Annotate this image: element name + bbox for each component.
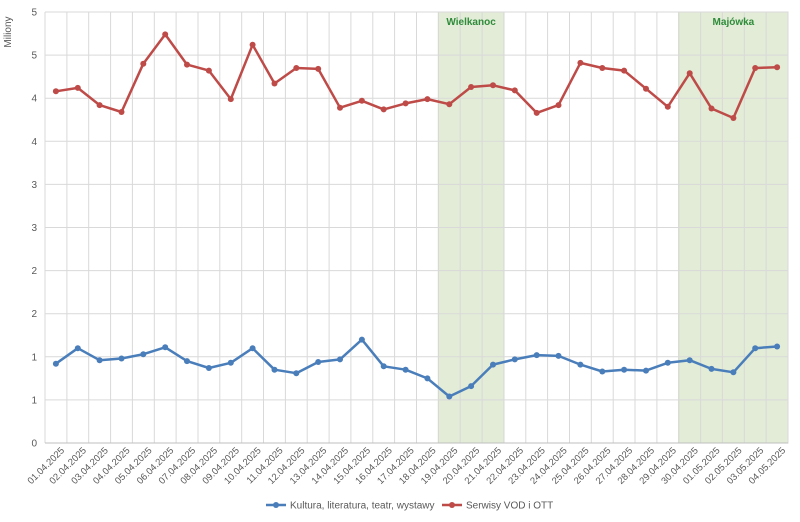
legend-marker	[449, 502, 455, 508]
annotation-label: Majówka	[713, 17, 755, 28]
data-point	[490, 82, 496, 89]
data-point	[380, 363, 387, 370]
data-point	[468, 84, 475, 90]
y-tick-label: 5	[31, 51, 37, 62]
gridlines	[44, 11, 789, 444]
data-point	[205, 365, 212, 371]
data-point	[664, 359, 671, 366]
series-line	[55, 33, 778, 120]
data-point	[315, 359, 322, 365]
data-point	[490, 361, 496, 368]
y-tick-label: 3	[31, 180, 37, 191]
data-point	[74, 84, 81, 91]
y-axis-ticks: 0 1 1 2 2 3 3 4 4 5 5	[31, 8, 37, 450]
data-point	[293, 65, 300, 71]
data-point	[184, 358, 190, 365]
data-point	[643, 85, 649, 92]
data-point	[140, 60, 147, 67]
y-tick-label: 1	[31, 352, 37, 363]
data-point	[162, 344, 169, 351]
legend-label: Kultura, literatura, teatr, wystawy	[290, 501, 435, 512]
y-axis-label: Miliony	[3, 16, 14, 47]
data-point	[227, 96, 234, 103]
data-point	[446, 101, 453, 108]
data-point	[664, 103, 671, 110]
y-tick-label: 4	[31, 94, 37, 105]
data-point	[118, 355, 125, 362]
data-point	[708, 105, 715, 112]
data-point	[424, 96, 431, 103]
data-point	[511, 356, 518, 363]
data-point	[686, 70, 693, 77]
series-group	[52, 31, 781, 400]
data-point	[686, 357, 693, 364]
y-tick-label: 4	[31, 137, 37, 148]
data-point	[599, 368, 606, 375]
data-point	[402, 366, 409, 373]
data-point	[96, 102, 103, 109]
annotation-label: Wielkanoc	[446, 17, 496, 28]
data-point	[555, 102, 562, 109]
data-point	[730, 115, 737, 121]
data-point	[446, 393, 453, 400]
data-point	[643, 367, 649, 374]
data-point	[511, 87, 518, 94]
data-point	[752, 65, 759, 71]
data-point	[533, 109, 540, 116]
data-point	[358, 97, 365, 104]
data-point	[315, 65, 322, 72]
data-point	[52, 360, 59, 367]
data-point	[184, 61, 190, 68]
data-point	[162, 31, 169, 38]
data-point	[271, 366, 278, 373]
series-line	[55, 338, 778, 398]
data-point	[293, 370, 300, 377]
legend-label: Serwisy VOD i OTT	[466, 501, 553, 512]
data-point	[205, 67, 212, 74]
data-point	[577, 59, 584, 66]
data-point	[249, 345, 256, 352]
annotation-labels: Wielkanoc Majówka	[446, 17, 754, 28]
data-point	[708, 365, 715, 372]
y-tick-label: 3	[31, 223, 37, 234]
data-point	[752, 345, 759, 352]
data-point	[774, 64, 781, 71]
data-point	[621, 67, 628, 74]
data-point	[599, 65, 606, 71]
legend: Kultura, literatura, teatr, wystawy Serwi…	[266, 501, 553, 512]
data-point	[271, 80, 278, 87]
y-tick-label: 5	[31, 8, 37, 19]
data-point	[555, 352, 562, 359]
y-tick-label: 1	[31, 395, 37, 406]
data-point	[118, 109, 125, 115]
data-point	[74, 345, 81, 352]
data-point	[140, 351, 147, 358]
data-point	[730, 369, 737, 376]
data-point	[380, 106, 387, 113]
data-point	[402, 100, 409, 107]
y-tick-label: 2	[31, 309, 37, 320]
data-point	[621, 366, 628, 373]
legend-marker	[273, 502, 279, 508]
data-point	[533, 352, 540, 359]
data-point	[424, 375, 431, 382]
data-point	[337, 104, 343, 111]
y-tick-label: 0	[31, 439, 37, 450]
data-point	[249, 41, 256, 48]
data-point	[358, 336, 365, 343]
data-point	[96, 357, 103, 364]
data-point	[337, 356, 343, 363]
y-tick-label: 2	[31, 266, 37, 277]
data-point	[227, 359, 234, 366]
data-point	[52, 88, 59, 95]
data-point	[577, 361, 584, 368]
data-point	[774, 343, 781, 350]
data-point	[468, 383, 475, 390]
